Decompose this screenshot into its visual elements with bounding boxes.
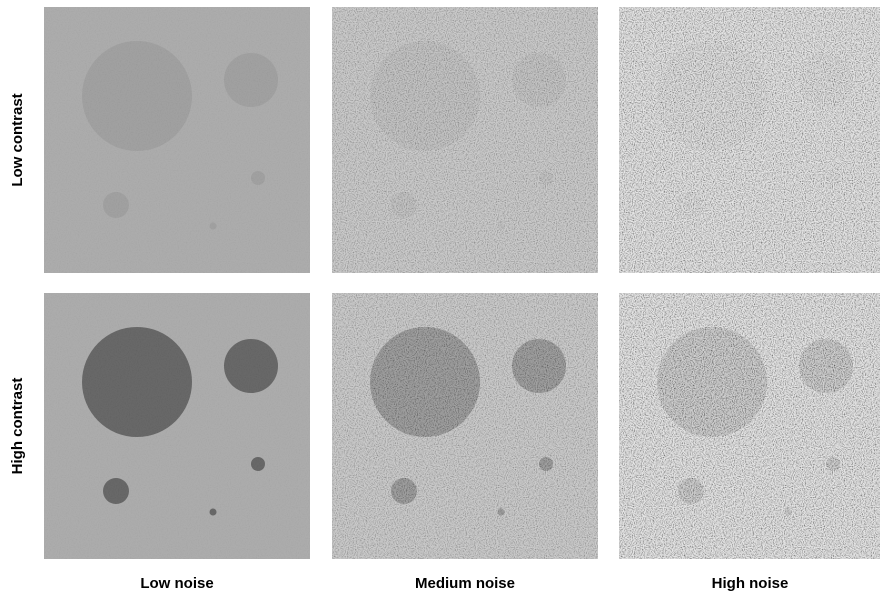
- panel: [44, 293, 310, 559]
- panel: [619, 7, 880, 273]
- figure: Low noise Medium noise High noise Low co…: [0, 0, 880, 594]
- panel: [619, 293, 880, 559]
- column-label: High noise: [712, 575, 789, 592]
- column-label: Medium noise: [415, 575, 515, 592]
- row-label: High contrast: [9, 378, 26, 475]
- column-label: Low noise: [140, 575, 213, 592]
- panel: [332, 7, 598, 273]
- row-label: Low contrast: [9, 93, 26, 186]
- panel: [332, 293, 598, 559]
- panel: [44, 7, 310, 273]
